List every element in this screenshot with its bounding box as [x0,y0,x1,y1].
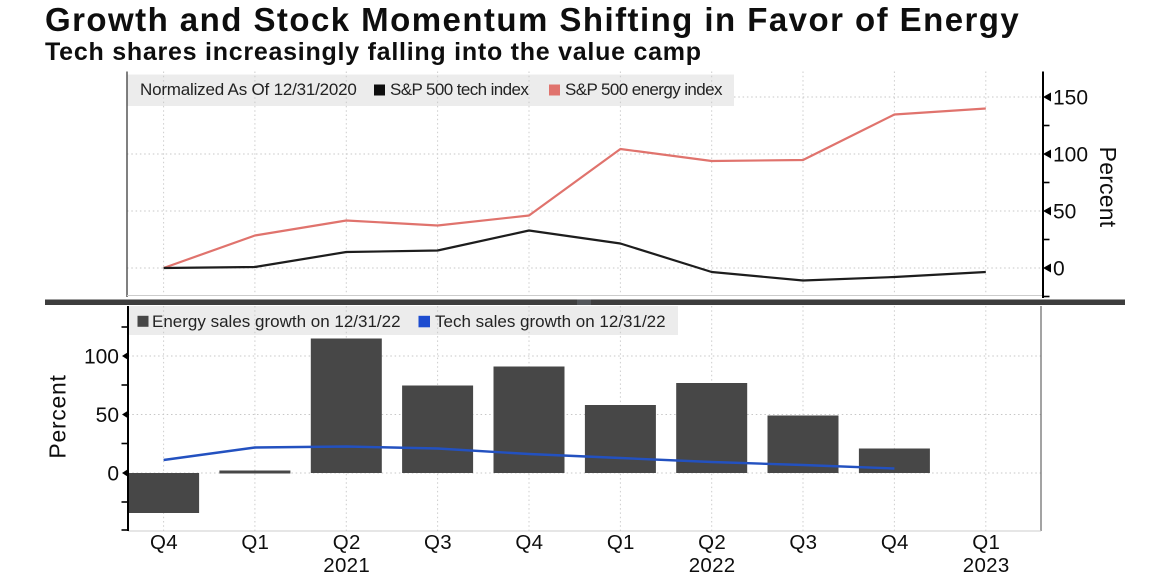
svg-text:Q4: Q4 [515,531,543,554]
svg-text:2022: 2022 [689,554,736,574]
svg-text:50: 50 [96,404,119,427]
svg-text:Tech shares increasingly falli: Tech shares increasingly falling into th… [45,38,702,66]
svg-text:0: 0 [1053,258,1065,281]
svg-text:50: 50 [1053,201,1076,224]
svg-text:Normalized As Of 12/31/2020: Normalized As Of 12/31/2020 [140,80,357,99]
svg-text:Energy sales growth on 12/31/2: Energy sales growth on 12/31/22 [152,312,401,331]
svg-text:0: 0 [107,463,119,486]
svg-text:150: 150 [1053,87,1088,110]
svg-text:Q1: Q1 [241,531,269,554]
svg-text:Q4: Q4 [881,531,909,554]
svg-text:2023: 2023 [963,554,1010,574]
svg-text:Q1: Q1 [607,531,635,554]
svg-text:Percent: Percent [1095,147,1121,228]
svg-text:Q3: Q3 [789,531,817,554]
svg-text:Q3: Q3 [424,531,452,554]
svg-text:Growth and Stock Momentum Shif: Growth and Stock Momentum Shifting in Fa… [45,1,1020,38]
svg-text:Q1: Q1 [972,531,1000,554]
svg-text:S&P 500 energy index: S&P 500 energy index [565,80,723,99]
svg-text:Q2: Q2 [698,531,726,554]
svg-text:100: 100 [84,346,119,369]
svg-text:Q2: Q2 [333,531,361,554]
svg-text:Q4: Q4 [150,531,178,554]
svg-text:2021: 2021 [323,554,370,574]
svg-text:Tech sales growth on 12/31/22: Tech sales growth on 12/31/22 [435,312,666,331]
svg-text:100: 100 [1053,144,1088,167]
svg-text:S&P 500 tech index: S&P 500 tech index [390,80,529,99]
svg-text:Percent: Percent [45,374,71,458]
